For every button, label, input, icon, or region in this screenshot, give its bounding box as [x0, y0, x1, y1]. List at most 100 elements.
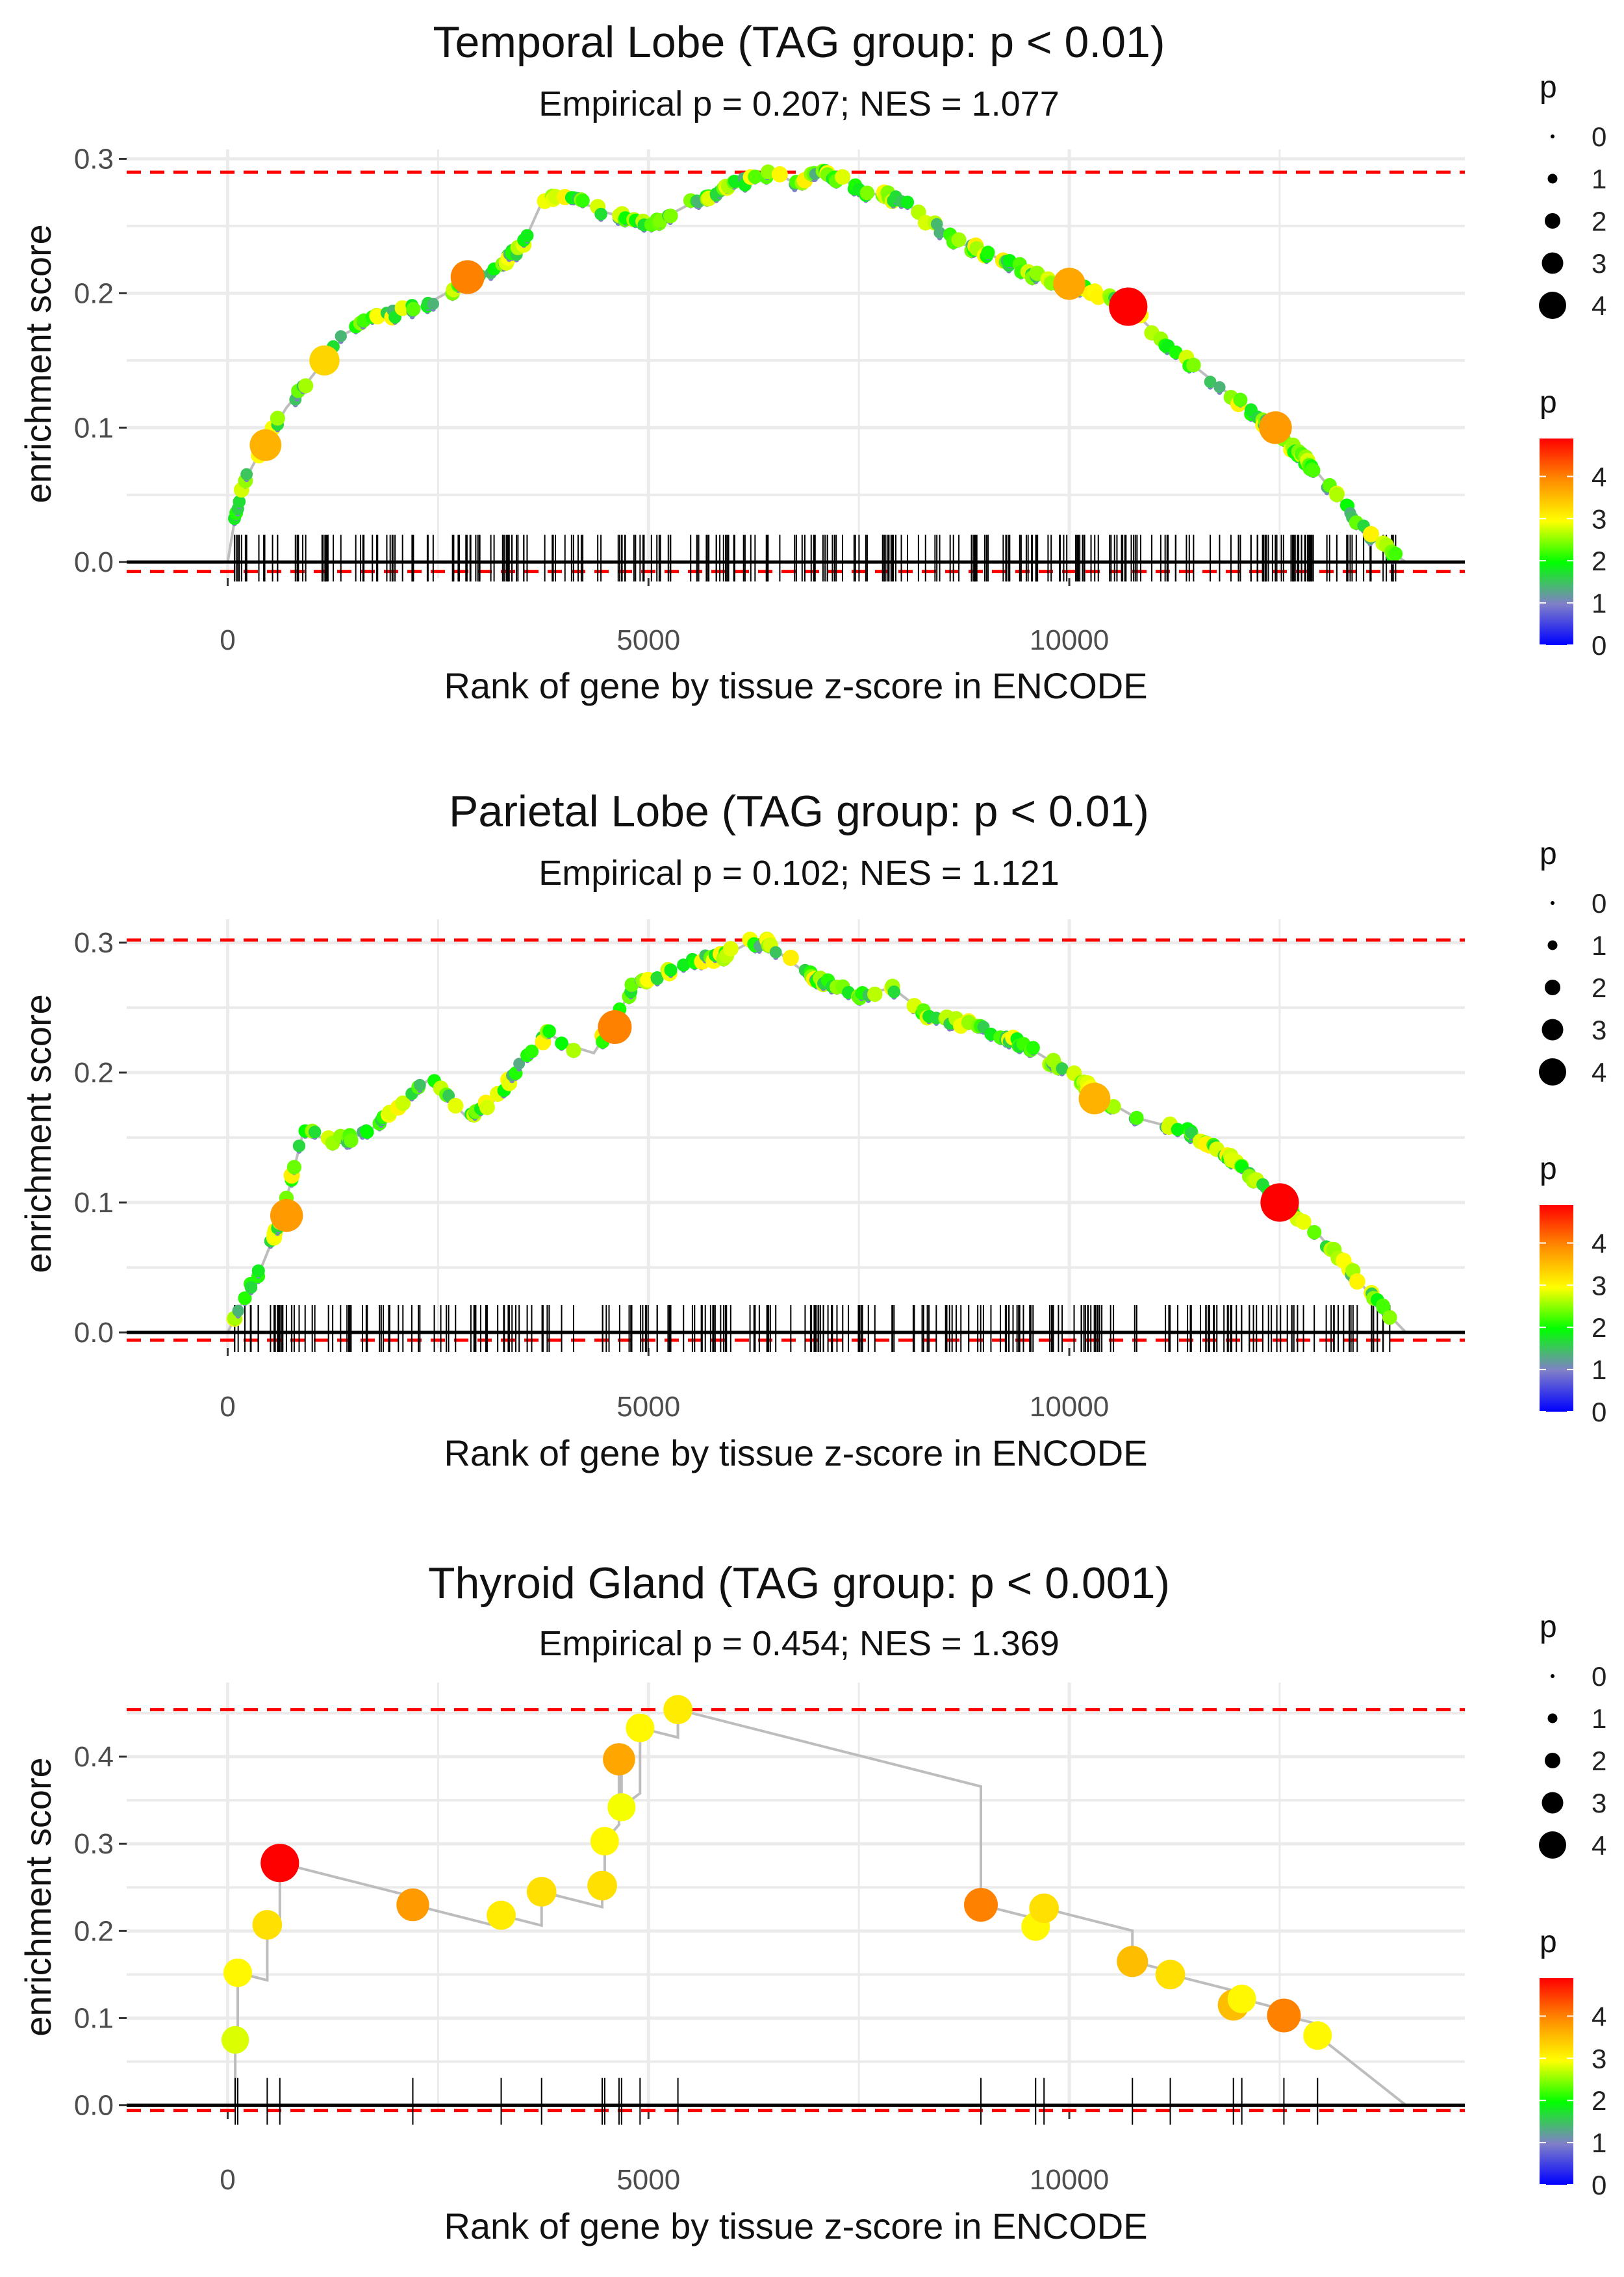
y-tick-label: 0.3	[74, 927, 114, 959]
gene-point	[748, 170, 763, 184]
chart-title: Temporal Lobe (TAG group: p < 0.01)	[433, 18, 1165, 67]
gene-point	[1029, 1893, 1059, 1924]
gene-point-highlight	[270, 1199, 303, 1232]
colorbar-label: 1	[1592, 2128, 1606, 2158]
size-legend-label: 3	[1592, 1015, 1606, 1045]
gene-point	[607, 1793, 636, 1822]
gene-point	[1307, 1225, 1322, 1240]
size-legend-title: p	[1540, 837, 1557, 871]
y-tick-label: 0.2	[74, 1057, 114, 1089]
x-tick-label: 0	[220, 624, 235, 656]
gene-point	[526, 1877, 557, 1907]
gene-point-highlight	[1109, 287, 1148, 326]
color-legend-title: p	[1540, 1925, 1557, 1959]
gene-point	[1185, 1126, 1198, 1139]
gene-point	[1186, 357, 1201, 373]
gene-point	[344, 1133, 359, 1148]
size-legend-key	[1545, 213, 1560, 229]
gene-point-highlight	[1078, 1082, 1111, 1115]
x-tick-label: 5000	[616, 2164, 680, 2196]
gene-point-highlight	[249, 429, 282, 461]
gene-point	[238, 1291, 252, 1305]
colorbar	[1540, 1978, 1573, 2185]
rug	[233, 535, 1397, 582]
gene-point	[900, 196, 915, 209]
legend: p 0 1 2 3 4 p 0 1 2 3 4	[1539, 1610, 1606, 2200]
gene-point	[1267, 1998, 1301, 2033]
x-axis-label: Rank of gene by tissue z-score in ENCODE	[444, 1432, 1147, 1473]
size-legend-key	[1542, 1019, 1564, 1041]
colorbar-label: 4	[1592, 1228, 1606, 1258]
size-legend-label: 4	[1592, 1830, 1606, 1861]
rug	[235, 2078, 1319, 2125]
gene-point-highlight	[598, 1010, 632, 1044]
y-tick-label: 0.4	[74, 1741, 114, 1773]
x-tick-label: 0	[220, 1391, 235, 1423]
gene-point	[951, 232, 967, 248]
gene-point	[414, 1078, 426, 1091]
y-tick-label: 0.1	[74, 412, 114, 444]
gridlines	[127, 1683, 1465, 2111]
gene-point	[834, 169, 851, 185]
gene-point	[251, 1264, 265, 1278]
colorbar-label: 2	[1592, 546, 1606, 576]
size-legend-key	[1539, 1831, 1566, 1859]
size-legend-key	[1551, 1674, 1554, 1678]
gene-point	[594, 207, 607, 221]
points	[226, 931, 1397, 1327]
size-legend-key	[1547, 1713, 1558, 1724]
size-legend-key	[1545, 1753, 1560, 1768]
colorbar-label: 0	[1592, 1397, 1606, 1427]
gene-point	[448, 1098, 464, 1114]
size-legend-label: 1	[1592, 930, 1606, 961]
chart-title: Thyroid Gland (TAG group: p < 0.001)	[428, 1558, 1170, 1608]
gene-point	[1204, 375, 1217, 388]
gene-point	[603, 1743, 635, 1775]
y-tick-label: 0.0	[74, 1317, 114, 1349]
gene-point	[555, 1036, 568, 1050]
gene-point	[1090, 288, 1107, 305]
gene-point	[260, 1844, 299, 1883]
size-legend-title: p	[1540, 1610, 1557, 1644]
gene-point	[479, 1099, 495, 1115]
gene-point	[1129, 1110, 1144, 1125]
gene-point	[760, 164, 776, 180]
size-legend-label: 0	[1592, 1661, 1606, 1692]
gene-point	[1295, 1214, 1312, 1230]
size-legend-label: 4	[1592, 1057, 1606, 1088]
gene-point	[542, 1024, 556, 1038]
gene-point	[308, 1125, 322, 1139]
chart-subtitle: Empirical p = 0.207; NES = 1.077	[539, 84, 1059, 123]
gene-point	[1382, 1310, 1397, 1325]
colorbar-label: 4	[1592, 2001, 1606, 2031]
size-legend-label: 2	[1592, 206, 1606, 236]
gene-point	[664, 963, 678, 977]
gene-point	[1056, 1062, 1069, 1075]
gene-point	[1227, 1984, 1256, 2013]
x-tick-label: 5000	[616, 1391, 680, 1423]
points	[221, 1695, 1332, 2054]
gene-point	[270, 411, 285, 426]
gene-point	[335, 330, 347, 342]
color-legend-title: p	[1540, 1152, 1557, 1186]
colorbar-label: 3	[1592, 1270, 1606, 1301]
gene-point	[651, 972, 664, 986]
y-tick-label: 0.2	[74, 277, 114, 309]
size-legend-label: 0	[1592, 121, 1606, 152]
size-legend-key	[1547, 940, 1558, 950]
gene-point-highlight	[1053, 268, 1085, 300]
gene-point-highlight	[1259, 411, 1292, 444]
x-tick-label: 5000	[616, 624, 680, 656]
y-tick-label: 0.1	[74, 2002, 114, 2034]
y-tick-label: 0.3	[74, 1828, 114, 1860]
legend: p 0 1 2 3 4 p 0 1 2 3 4	[1539, 837, 1606, 1427]
gene-point	[782, 949, 799, 966]
gene-point	[587, 1870, 617, 1901]
x-axis-label: Rank of gene by tissue z-score in ENCODE	[444, 665, 1147, 706]
chart-subtitle: Empirical p = 0.102; NES = 1.121	[539, 854, 1059, 893]
gene-point	[513, 1058, 526, 1070]
gene-point	[772, 166, 788, 183]
size-legend-key	[1545, 980, 1560, 995]
colorbar-label: 3	[1592, 503, 1606, 534]
color-legend-title: p	[1540, 385, 1557, 420]
